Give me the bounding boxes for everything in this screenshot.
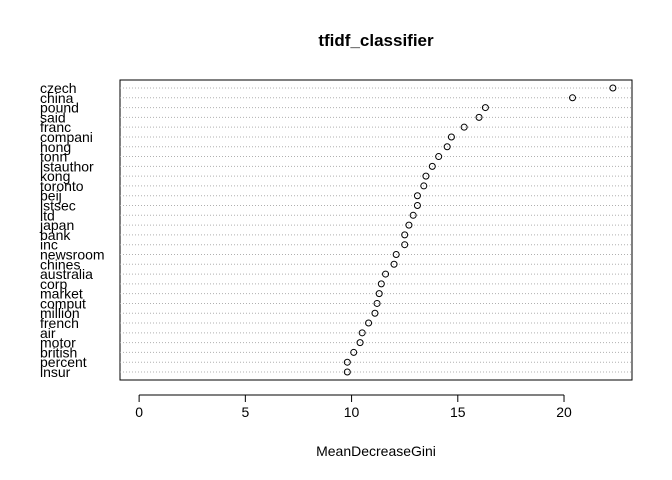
data-point-comput	[373, 299, 381, 307]
category-labels: czechchinapoundsaidfranccompanihongtonnl…	[39, 80, 105, 380]
category-label: kong	[40, 168, 70, 184]
chart-title: tfidf_classifier	[318, 31, 434, 50]
data-point-kong	[422, 172, 430, 180]
category-label: newsroom	[40, 246, 105, 262]
plot-frame	[119, 79, 633, 381]
category-label: inc	[40, 237, 58, 253]
x-tick-label: 0	[135, 404, 143, 420]
category-label: pound	[40, 100, 79, 116]
data-point-bank	[401, 231, 409, 239]
category-label: tonn	[40, 149, 67, 165]
category-label: comput	[40, 295, 86, 311]
category-label: said	[40, 109, 66, 125]
data-point-franc	[460, 123, 468, 131]
data-point-newsroom	[392, 250, 400, 258]
data-point-pound	[481, 104, 489, 112]
data-point-motor	[356, 339, 364, 347]
data-point-said	[475, 113, 483, 121]
data-point-toronto	[420, 182, 428, 190]
x-axis: 0 5 10 15 20	[135, 394, 572, 420]
data-point-ltd	[409, 211, 417, 219]
data-point-chines	[390, 260, 398, 268]
category-label: czech	[40, 80, 77, 96]
data-point-compani	[447, 133, 455, 141]
data-point-inc	[401, 241, 409, 249]
category-label: market	[40, 286, 83, 302]
category-label: corp	[40, 276, 67, 292]
category-label: australia	[40, 266, 93, 282]
data-point-french	[365, 319, 373, 327]
category-label: beij	[40, 188, 62, 204]
data-point-lstsec	[413, 202, 421, 210]
x-axis-label: MeanDecreaseGini	[316, 443, 436, 459]
category-label: percent	[40, 354, 87, 370]
category-label: franc	[40, 119, 71, 135]
x-tick-label: 20	[556, 404, 572, 420]
data-point-beij	[413, 192, 421, 200]
data-point-market	[375, 290, 383, 298]
category-label: japan	[39, 217, 74, 233]
category-label: french	[40, 315, 79, 331]
category-label: hong	[40, 139, 71, 155]
category-label: compani	[40, 129, 93, 145]
data-point-percent	[343, 358, 351, 366]
category-label: british	[40, 344, 77, 360]
data-point-insur	[343, 368, 351, 376]
category-label: lstauthor	[40, 158, 94, 174]
data-point-japan	[405, 221, 413, 229]
data-point-hong	[443, 143, 451, 151]
data-points	[343, 84, 617, 376]
x-tick-label: 10	[344, 404, 360, 420]
data-point-tonn	[435, 153, 443, 161]
category-label: ltd	[40, 207, 55, 223]
category-label: air	[40, 325, 56, 341]
category-label: bank	[40, 227, 71, 243]
data-point-australia	[382, 270, 390, 278]
data-point-air	[358, 329, 366, 337]
data-point-british	[350, 348, 358, 356]
data-point-lstauthor	[428, 162, 436, 170]
category-label: million	[40, 305, 80, 321]
data-point-corp	[377, 280, 385, 288]
data-point-czech	[609, 84, 617, 92]
category-label: insur	[40, 364, 71, 380]
category-label: toronto	[40, 178, 84, 194]
x-tick-label: 5	[241, 404, 249, 420]
data-point-million	[371, 309, 379, 317]
data-point-china	[569, 94, 577, 102]
category-label: lstsec	[40, 198, 76, 214]
category-label: motor	[40, 335, 76, 351]
x-tick-label: 15	[450, 404, 466, 420]
category-label: china	[40, 90, 74, 106]
grid-lines	[120, 87, 632, 373]
category-label: chines	[40, 256, 80, 272]
